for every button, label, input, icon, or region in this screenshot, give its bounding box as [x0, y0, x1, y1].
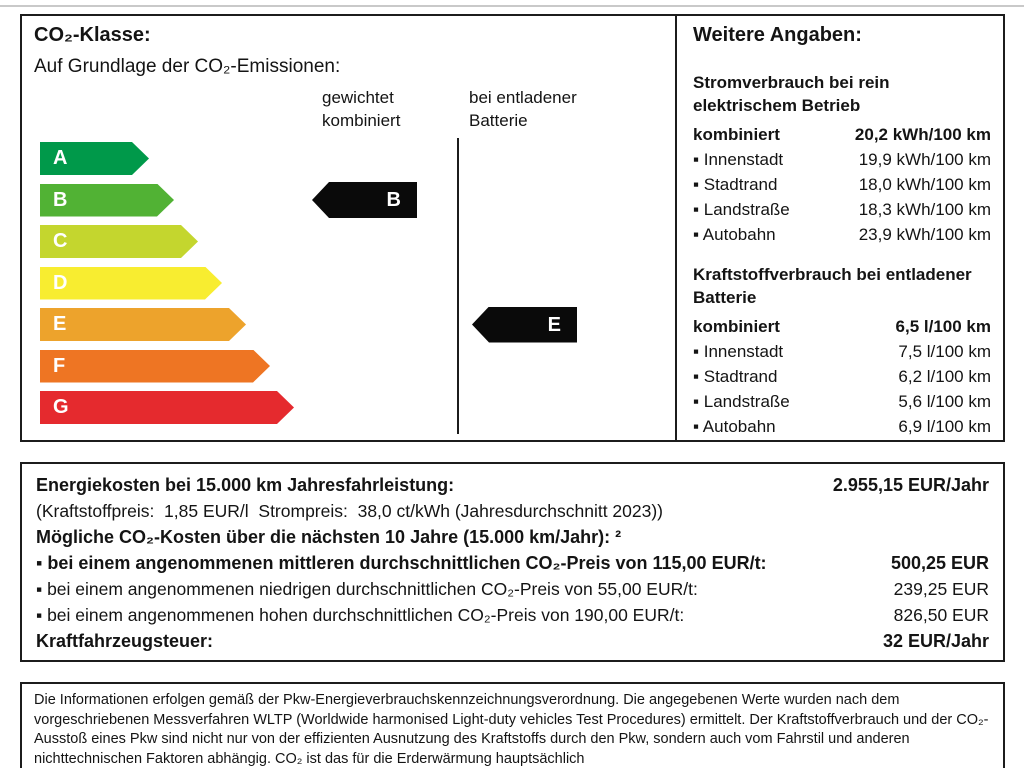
co2-cost-medium-line: ▪ bei einem angenommenen mittleren durch…: [36, 553, 989, 573]
vehicle-tax-line: Kraftfahrzeugsteuer: 32 EUR/Jahr: [36, 631, 989, 651]
class-arrow-E: E: [40, 308, 246, 341]
energy-costs-panel: Energiekosten bei 15.000 km Jahresfahrle…: [20, 462, 1005, 662]
fuel-row-rural: ▪ Landstraße 5,6 l/100 km: [693, 392, 991, 411]
footnote-text: Die Informationen erfolgen gemäß der Pkw…: [34, 692, 989, 767]
electric-consumption-heading: Stromverbrauch bei rein elektrischem Bet…: [693, 73, 890, 115]
co2-cost-low-line: ▪ bei einem angenommenen niedrigen durch…: [36, 579, 989, 599]
top-divider-rule: [0, 5, 1024, 7]
weitere-angaben-title: Weitere Angaben:: [693, 24, 862, 46]
class-arrow-B: B: [40, 184, 174, 217]
class-arrow-C: C: [40, 225, 198, 258]
co2-class-panel: CO₂-Klasse: Auf Grundlage der CO₂-Emissi…: [20, 14, 1005, 442]
column-divider-line: [457, 138, 459, 434]
co2-panel-subtitle: Auf Grundlage der CO₂-Emissionen:: [34, 56, 341, 77]
fuel-row-city: ▪ Innenstadt 7,5 l/100 km: [693, 342, 991, 361]
fuel-row-suburban: ▪ Stadtrand 6,2 l/100 km: [693, 367, 991, 386]
electric-row-city: ▪ Innenstadt 19,9 kWh/100 km: [693, 150, 991, 169]
weighted-combined-indicator-arrow: B: [312, 182, 417, 218]
fuel-row-highway: ▪ Autobahn 6,9 l/100 km: [693, 417, 991, 436]
annual-energy-cost-line: Energiekosten bei 15.000 km Jahresfahrle…: [36, 475, 989, 495]
weighted-combined-column-header: gewichtet kombiniert: [322, 88, 401, 130]
weitere-angaben-panel: Weitere Angaben: Stromverbrauch bei rein…: [675, 16, 1007, 440]
electric-row-highway: ▪ Autobahn 23,9 kWh/100 km: [693, 225, 991, 244]
class-arrow-G: G: [40, 391, 294, 424]
co2-cost-heading-line: Mögliche CO₂-Kosten über die nächsten 10…: [36, 527, 622, 547]
depleted-battery-column-header: bei entladener Batterie: [469, 88, 577, 130]
price-basis-line: (Kraftstoffpreis: 1,85 EUR/l Strompreis:…: [36, 501, 664, 521]
class-arrow-F: F: [40, 350, 270, 383]
fuel-row-combined: kombiniert 6,5 l/100 km: [693, 317, 991, 336]
class-arrow-D: D: [40, 267, 222, 300]
electric-row-combined: kombiniert 20,2 kWh/100 km: [693, 125, 991, 144]
class-arrow-A: A: [40, 142, 149, 175]
co2-class-chart: CO₂-Klasse: Auf Grundlage der CO₂-Emissi…: [22, 16, 675, 440]
footnote-panel: Die Informationen erfolgen gemäß der Pkw…: [20, 682, 1005, 768]
fuel-consumption-heading: Kraftstoffverbrauch bei entladener Batte…: [693, 265, 972, 307]
electric-row-rural: ▪ Landstraße 18,3 kWh/100 km: [693, 200, 991, 219]
co2-cost-high-line: ▪ bei einem angenommenen hohen durchschn…: [36, 605, 989, 625]
depleted-battery-indicator-arrow: E: [472, 306, 577, 343]
co2-panel-title: CO₂-Klasse:: [34, 24, 151, 46]
electric-row-suburban: ▪ Stadtrand 18,0 kWh/100 km: [693, 175, 991, 194]
